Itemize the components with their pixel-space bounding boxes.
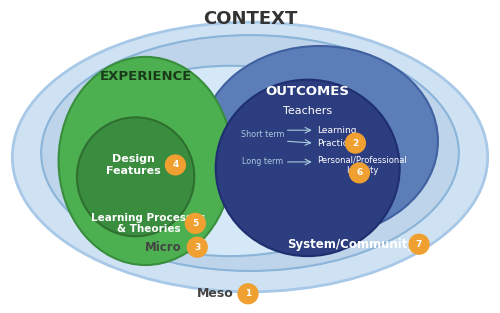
Ellipse shape	[41, 35, 459, 271]
Ellipse shape	[58, 57, 233, 265]
Ellipse shape	[66, 66, 394, 256]
Text: Learning Processes
& Theories: Learning Processes & Theories	[92, 213, 206, 234]
Text: Design
Features: Design Features	[106, 154, 161, 176]
Text: Meso: Meso	[197, 287, 234, 300]
Circle shape	[409, 234, 429, 254]
Text: 4: 4	[172, 161, 178, 169]
Text: OUTCOMES: OUTCOMES	[266, 85, 349, 98]
Text: 2: 2	[352, 139, 358, 148]
Text: Learning: Learning	[318, 126, 357, 135]
Text: Micro: Micro	[145, 241, 182, 254]
Text: 3: 3	[194, 243, 200, 252]
Ellipse shape	[12, 22, 488, 292]
Text: EXPERIENCE: EXPERIENCE	[100, 70, 192, 83]
Circle shape	[188, 237, 207, 257]
Circle shape	[346, 133, 366, 153]
Text: 1: 1	[245, 289, 251, 298]
Ellipse shape	[77, 117, 194, 236]
Ellipse shape	[216, 80, 400, 256]
Text: Practice: Practice	[318, 139, 354, 148]
Text: 5: 5	[192, 219, 198, 228]
Ellipse shape	[202, 46, 438, 236]
Text: Long term: Long term	[242, 157, 284, 167]
Circle shape	[186, 213, 206, 233]
Text: 7: 7	[416, 240, 422, 249]
Circle shape	[350, 163, 370, 183]
Text: 6: 6	[356, 168, 362, 177]
Circle shape	[238, 284, 258, 304]
Text: CONTEXT: CONTEXT	[203, 10, 297, 28]
Text: System/Community: System/Community	[288, 238, 416, 251]
Text: Short term: Short term	[241, 130, 284, 139]
Text: Personal/Professional
Identity: Personal/Professional Identity	[318, 155, 408, 175]
Text: Teachers: Teachers	[283, 106, 332, 116]
Circle shape	[166, 155, 186, 175]
